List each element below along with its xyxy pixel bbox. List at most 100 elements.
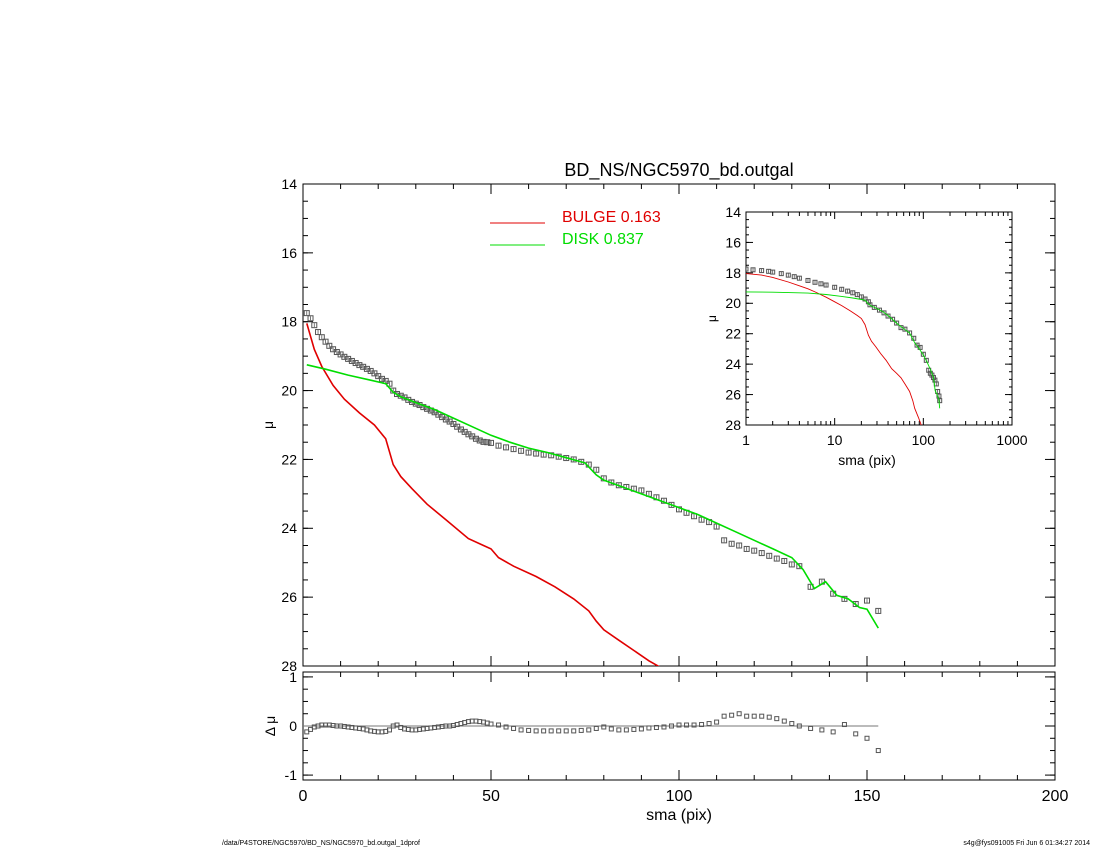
inset-ytick-label: 24 — [725, 356, 741, 372]
residual-point — [841, 722, 847, 728]
residual-point — [691, 722, 697, 728]
inset-data-point — [785, 272, 791, 278]
main-data-point — [495, 442, 502, 449]
main-data-point — [773, 555, 780, 562]
inset-data-point — [920, 351, 926, 357]
inset-data-point — [881, 310, 887, 316]
residual-point — [699, 722, 705, 728]
inset-data-point — [759, 268, 765, 274]
inset-disk-line — [746, 291, 941, 409]
inset-ytick-label: 16 — [725, 234, 741, 250]
residual-point — [875, 748, 881, 754]
inset-data-point — [805, 277, 811, 283]
main-data-point — [394, 391, 400, 398]
residual-point — [736, 711, 742, 717]
inset-data-point — [823, 282, 829, 288]
inset-ytick-label: 20 — [725, 295, 741, 311]
residual-point — [830, 729, 836, 735]
main-data-point — [698, 516, 705, 523]
inset-ylabel: μ — [705, 315, 719, 322]
inset-ytick-label: 18 — [725, 265, 741, 281]
main-data-point — [322, 338, 329, 345]
main-data-point — [713, 523, 720, 530]
main-data-point — [472, 435, 479, 442]
main-data-point — [638, 487, 645, 494]
inset-xtick-label: 100 — [912, 432, 936, 448]
inset-data-point — [818, 281, 824, 287]
residual-point — [684, 722, 690, 728]
residual-point — [714, 719, 720, 725]
footer-timestamp: s4g@fys091005 Fri Jun 6 01:34:27 2014 — [963, 840, 1090, 847]
main-data-point — [356, 362, 363, 369]
residual-xtick-label: 50 — [482, 788, 500, 805]
inset-data-point — [876, 307, 882, 313]
main-data-point — [318, 334, 325, 341]
inset-bulge-line — [746, 273, 922, 425]
main-data-point — [386, 380, 393, 387]
inset-data-point — [885, 313, 891, 319]
main-ytick-label: 20 — [281, 382, 297, 398]
inset-data-point — [770, 269, 776, 275]
inset-data-point — [871, 304, 877, 310]
main-data-point — [480, 438, 487, 445]
residual-ytick-label: -1 — [285, 767, 298, 783]
main-data-point — [668, 501, 675, 508]
residual-point — [853, 731, 859, 737]
footer-file-path: /data/P4STORE/NGC5970/BD_NS/NGC5970_bd.o… — [222, 840, 420, 847]
inset-data-point — [867, 302, 873, 308]
main-data-point — [781, 557, 788, 564]
main-data-point — [311, 322, 318, 329]
main-data-point — [788, 561, 795, 568]
residual-point — [729, 712, 735, 718]
main-plot-area — [303, 310, 882, 666]
main-data-point — [503, 444, 510, 451]
inset-data-point — [839, 286, 845, 292]
main-ytick-label: 26 — [281, 589, 297, 605]
residual-point — [623, 727, 629, 733]
inset-ytick-label: 28 — [725, 417, 741, 433]
residual-point — [386, 727, 392, 733]
inset-data-point — [845, 288, 851, 294]
residual-point — [759, 713, 765, 719]
main-data-point — [315, 329, 322, 336]
residual-point — [781, 718, 787, 724]
residual-point — [503, 724, 509, 730]
residual-point — [488, 721, 494, 727]
residual-ylabel: Δ μ — [262, 716, 278, 737]
residual-xlabel: sma (pix) — [646, 807, 712, 824]
main-data-point — [728, 540, 735, 547]
residual-point — [586, 727, 592, 733]
residual-point — [571, 728, 577, 734]
main-ytick-label: 14 — [281, 176, 297, 192]
residual-point — [616, 727, 622, 733]
residual-point — [608, 726, 614, 732]
inset-background — [746, 212, 1012, 425]
main-data-point — [484, 439, 491, 446]
inset-data-point — [894, 320, 900, 326]
inset-data-point — [923, 357, 929, 363]
residual-point — [578, 727, 584, 733]
residual-ytick-label: 0 — [289, 718, 297, 734]
inset-plot-area — [746, 266, 943, 425]
inset-data-point — [862, 296, 868, 302]
main-data-point — [518, 447, 525, 454]
main-ytick-label: 18 — [281, 314, 297, 330]
inset-xtick-label: 10 — [827, 432, 843, 448]
residual-point — [819, 727, 825, 733]
inset-data-point — [890, 316, 896, 322]
main-data-point — [307, 315, 314, 322]
inset-data-point — [812, 279, 818, 285]
main-bulge-line — [306, 323, 660, 666]
residual-point — [789, 721, 795, 727]
inset-data-point — [902, 326, 908, 332]
residual-ytick-label: 1 — [289, 669, 297, 685]
residual-point — [668, 723, 674, 729]
inset-xtick-label: 1 — [742, 432, 750, 448]
inset-data-point — [832, 284, 838, 290]
main-data-point — [525, 449, 532, 456]
inset-data-point — [750, 267, 756, 273]
inset-xlabel: sma (pix) — [838, 452, 896, 468]
main-data-point — [721, 537, 728, 544]
main-data-point — [533, 450, 540, 457]
residual-point — [541, 728, 547, 734]
